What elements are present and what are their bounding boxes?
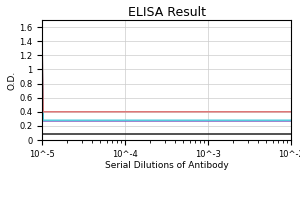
Antigen= 100ng — [274, 111, 278, 113]
Control Antigen = 100ng — [243, 133, 247, 136]
Y-axis label: O.D.: O.D. — [7, 70, 16, 90]
Control Antigen = 100ng — [53, 133, 56, 136]
Antigen= 100ng — [243, 111, 247, 113]
Antigen= 10ng — [40, 60, 44, 62]
Antigen= 100ng — [61, 111, 65, 113]
Antigen= 100ng — [279, 111, 283, 113]
Control Antigen = 100ng — [279, 133, 283, 136]
Title: ELISA Result: ELISA Result — [128, 6, 206, 19]
Antigen= 10ng — [289, 120, 293, 122]
Antigen= 50ng — [274, 119, 278, 121]
X-axis label: Serial Dilutions of Antibody: Serial Dilutions of Antibody — [105, 162, 228, 170]
Antigen= 10ng — [279, 120, 283, 122]
Antigen= 10ng — [274, 120, 278, 122]
Line: Antigen= 10ng: Antigen= 10ng — [42, 61, 291, 121]
Control Antigen = 100ng — [223, 133, 226, 136]
Antigen= 10ng — [223, 120, 226, 122]
Antigen= 50ng — [40, 40, 44, 42]
Antigen= 10ng — [61, 120, 65, 122]
Control Antigen = 100ng — [274, 133, 278, 136]
Antigen= 50ng — [243, 119, 247, 121]
Control Antigen = 100ng — [61, 133, 65, 136]
Antigen= 100ng — [289, 111, 293, 113]
Antigen= 50ng — [61, 119, 65, 121]
Control Antigen = 100ng — [289, 133, 293, 136]
Line: Antigen= 50ng: Antigen= 50ng — [42, 41, 291, 120]
Antigen= 50ng — [223, 119, 226, 121]
Antigen= 50ng — [289, 119, 293, 121]
Antigen= 100ng — [223, 111, 226, 113]
Control Antigen = 100ng — [40, 133, 44, 136]
Antigen= 10ng — [53, 120, 56, 122]
Antigen= 100ng — [40, 38, 44, 40]
Antigen= 50ng — [279, 119, 283, 121]
Antigen= 50ng — [53, 119, 56, 121]
Line: Antigen= 100ng: Antigen= 100ng — [42, 39, 291, 112]
Antigen= 10ng — [243, 120, 247, 122]
Antigen= 100ng — [53, 111, 56, 113]
